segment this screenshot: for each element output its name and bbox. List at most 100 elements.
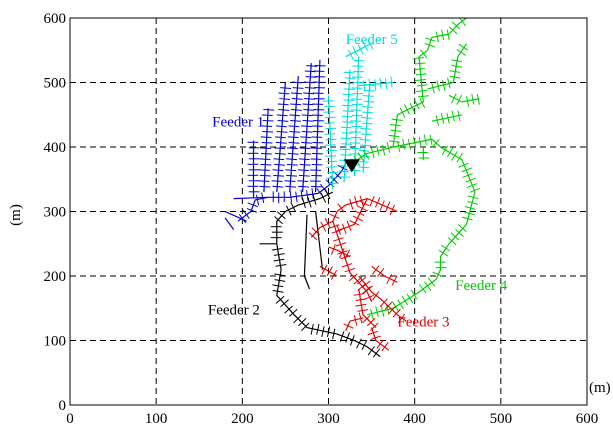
feeder-lateral: [381, 346, 386, 352]
feeder-lateral: [341, 331, 345, 337]
feeder-lateral: [369, 200, 373, 207]
feeder-lateral: [411, 107, 416, 113]
feeder-lateral: [420, 73, 427, 75]
substation-marker: [343, 159, 360, 173]
feeder-lateral: [316, 329, 319, 335]
feeder-lateral: [238, 213, 243, 219]
feeder-lateral: [430, 39, 436, 42]
feeder-lateral: [449, 147, 454, 153]
feeder-lateral: [391, 280, 395, 286]
feeder-branch: [233, 196, 269, 200]
feeder-lateral: [451, 110, 454, 117]
feeder-lateral: [292, 308, 298, 314]
feeder-lateral: [379, 204, 383, 211]
feeder-lateral: [427, 277, 433, 283]
feeder-lateral: [359, 293, 365, 295]
feeder-lateral: [393, 141, 400, 143]
feeder-lateral: [446, 112, 449, 118]
feeder-lateral: [326, 332, 329, 337]
feeder-trunk: [353, 56, 360, 177]
feeder-lateral: [390, 123, 397, 126]
feeder-branch: [303, 214, 311, 290]
feeder-lateral: [358, 312, 362, 319]
feeder-lateral: [340, 208, 345, 213]
feeder-lateral: [347, 263, 353, 266]
feeder-lateral: [359, 48, 364, 55]
feeder-lateral: [277, 247, 283, 250]
feeder-trunk: [289, 76, 299, 193]
feeder-lateral: [422, 95, 429, 97]
feeder-lateral: [321, 330, 324, 338]
feeder-lateral: [458, 115, 461, 122]
feeder-lateral: [452, 116, 455, 122]
feeder-lateral: [369, 294, 375, 298]
feeder-lateral: [348, 276, 355, 282]
feeder-lateral: [365, 154, 370, 160]
feeder-lateral: [336, 224, 340, 231]
feeder-lateral: [476, 94, 479, 99]
feeder-lateral: [424, 140, 427, 146]
feeder-lateral: [458, 94, 463, 101]
feeder-lateral: [350, 203, 354, 210]
feeder-lateral: [464, 211, 470, 214]
feeder-lateral: [300, 189, 303, 196]
feeder-lateral: [327, 326, 331, 333]
feeder-lateral: [316, 188, 321, 193]
feeder-lateral: [370, 317, 376, 323]
feeder-lateral: [346, 220, 350, 227]
feeder-trunk: [327, 95, 334, 189]
feeder-lateral: [331, 231, 337, 234]
feeder-lateral: [306, 190, 308, 195]
feeder-lateral: [355, 51, 359, 57]
feeder-lateral: [310, 328, 313, 335]
feeder-lateral: [431, 82, 434, 88]
feeder-lateral: [406, 293, 411, 299]
feeder-trunk: [362, 82, 371, 173]
feeder-lateral: [338, 237, 344, 240]
feeder-lateral: [414, 142, 417, 148]
feeder-trunk: [427, 43, 467, 90]
feeder-lateral: [420, 49, 424, 54]
y-tick-label: 600: [44, 11, 67, 27]
feeder-lateral: [346, 332, 350, 339]
feeder-lateral: [360, 157, 365, 162]
feeder-lateral: [370, 308, 373, 314]
feeder-lateral: [468, 172, 473, 176]
feeder-lateral: [409, 297, 414, 304]
feeder-lateral: [384, 341, 389, 348]
feeder-lateral: [389, 140, 394, 143]
feeder-lateral: [301, 326, 307, 331]
feeder-lateral: [371, 269, 377, 275]
feeder-lateral: [396, 119, 403, 122]
x-tick-label: 400: [403, 411, 426, 427]
feeder-lateral: [458, 164, 465, 168]
feeder-lateral: [360, 298, 367, 301]
feeder-lateral: [379, 339, 384, 345]
feeder-lateral: [462, 228, 467, 233]
feeder-lateral: [451, 64, 457, 67]
feeder-lateral: [384, 305, 389, 310]
feeder-lateral: [242, 209, 247, 216]
feeder-lateral: [446, 77, 450, 84]
feeder-lateral: [456, 49, 462, 53]
feeder-label: Feeder 2: [208, 303, 260, 319]
feeder-lateral: [440, 244, 447, 249]
feeder-lateral: [290, 197, 293, 202]
x-tick-label: 300: [317, 411, 340, 427]
feeder-lateral: [306, 194, 309, 201]
plot-frame: [69, 17, 588, 406]
feeder-label: Feeder 3: [397, 314, 449, 330]
feeder-lateral: [292, 207, 297, 213]
feeder-lateral: [329, 213, 336, 217]
feeder-lateral: [345, 337, 348, 343]
feeder-lateral: [423, 134, 426, 141]
feeder-lateral: [382, 149, 386, 156]
feeder-lateral: [311, 323, 314, 329]
feeder-lateral: [446, 29, 449, 35]
feeder-lateral: [461, 20, 467, 27]
feeder-lateral: [350, 53, 354, 60]
feeder-lateral: [246, 214, 250, 219]
feeder-lateral: [334, 216, 340, 219]
feeder-lateral: [376, 144, 379, 151]
feeder-lateral: [394, 135, 400, 138]
